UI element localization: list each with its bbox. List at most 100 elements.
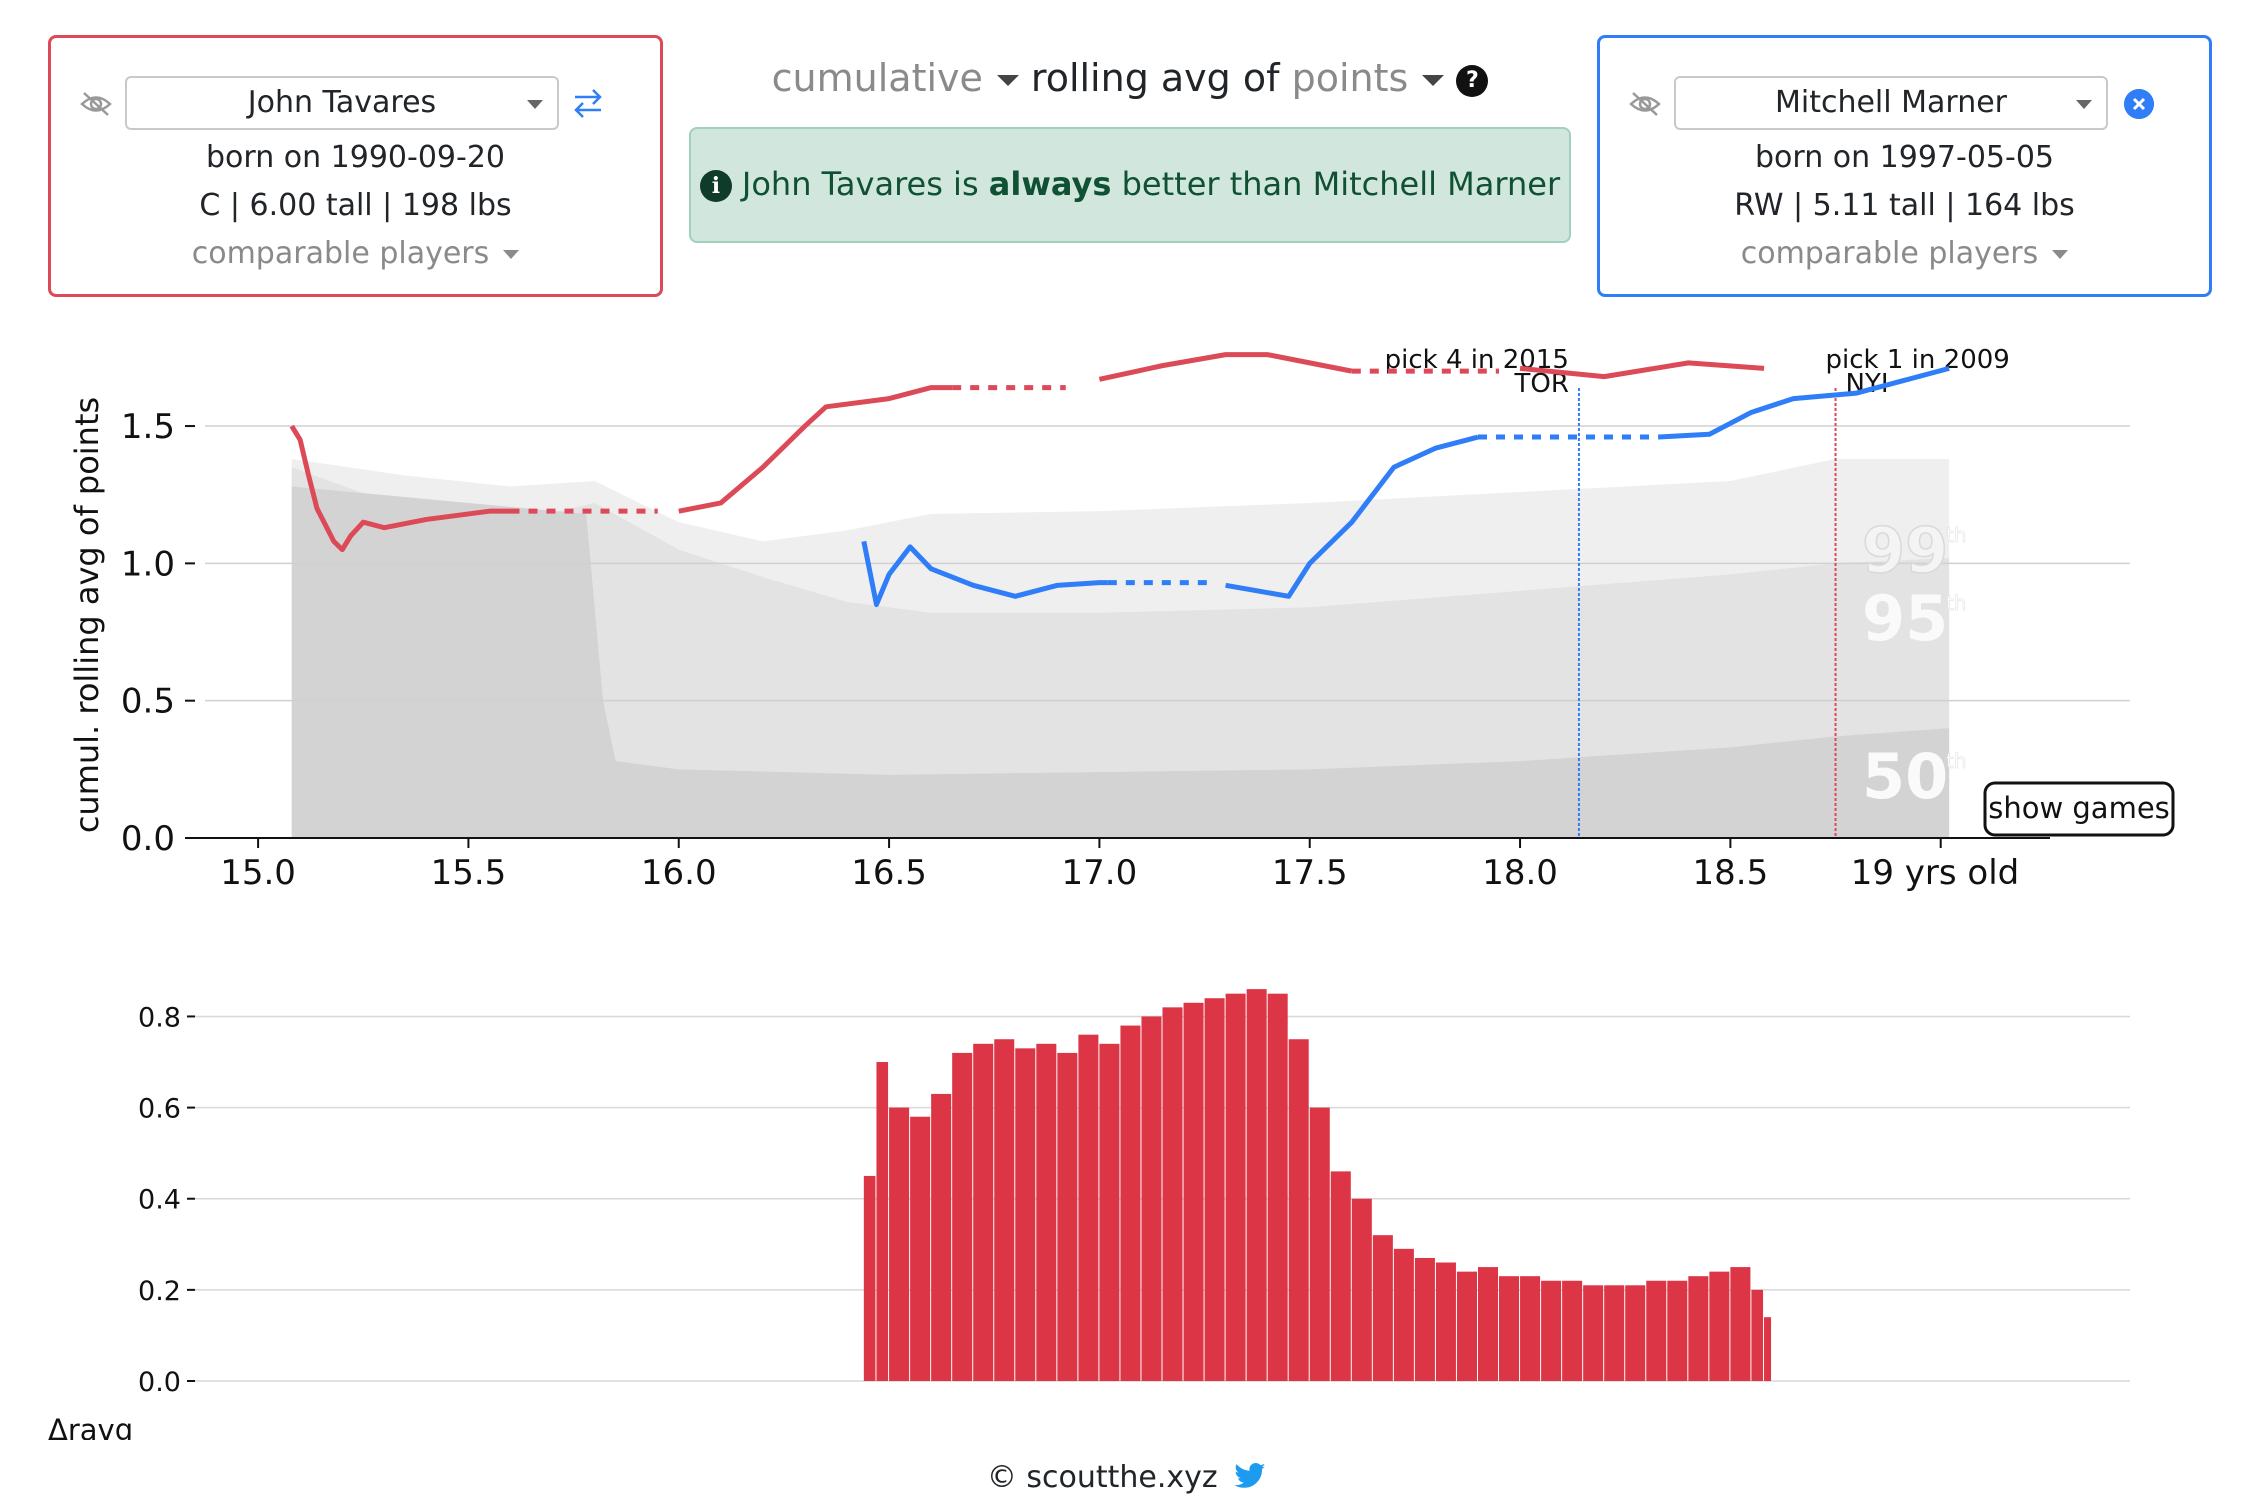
right-player-line <box>1225 434 1479 599</box>
delta-bar <box>1120 1025 1141 1381</box>
info-icon: i <box>699 170 732 202</box>
left-player-info: C | 6.00 tall | 198 lbs <box>199 188 512 223</box>
percentile-suffix: th <box>1946 591 1967 615</box>
percentile-suffix: th <box>1946 749 1967 773</box>
y-tick-label: 1.0 <box>121 544 175 584</box>
left-comparable-label: comparable players <box>191 236 490 271</box>
y-tick-label: 0.8 <box>138 1002 181 1033</box>
help-icon[interactable]: ? <box>1456 64 1489 97</box>
delta-bar <box>931 1093 952 1381</box>
show-games-button[interactable] <box>1983 781 2175 837</box>
delta-bar <box>1204 998 1225 1381</box>
percentile-band-95 <box>291 467 1950 838</box>
delta-bar <box>1078 1034 1099 1381</box>
delta-bar <box>1477 1267 1499 1381</box>
left-player-born: born on 1990-09-20 <box>205 140 505 175</box>
right-player-info: RW | 5.11 tall | 164 lbs <box>1734 188 2075 223</box>
right-player-card: Mitchell Marner born on 1997-05-05 RW | … <box>1597 35 2212 297</box>
footer-text[interactable]: © scoutthe.xyz <box>986 1460 1218 1495</box>
delta-bar <box>1667 1280 1688 1381</box>
eye-slash-icon[interactable] <box>1628 90 1662 118</box>
delta-bar <box>1751 1289 1764 1381</box>
left-comparable-players-toggle[interactable]: comparable players <box>51 236 660 271</box>
caret-down-icon[interactable] <box>996 75 1019 86</box>
right-player-line <box>1658 365 1950 440</box>
delta-bar <box>1414 1257 1435 1381</box>
metric-middle-text: rolling avg of <box>1030 56 1280 100</box>
delta-bar <box>1583 1285 1604 1381</box>
verdict-prefix: John Tavares is <box>741 165 989 203</box>
delta-bar <box>1225 993 1246 1381</box>
eye-slash-icon[interactable] <box>79 90 113 118</box>
x-tick-label: 19 yrs old <box>1851 853 2020 893</box>
stat-dropdown[interactable]: points <box>1291 56 1409 100</box>
delta-bar <box>952 1052 973 1381</box>
delta-bar <box>1393 1248 1414 1381</box>
delta-bar <box>1141 1016 1162 1381</box>
caret-down-icon[interactable] <box>1422 75 1445 86</box>
delta-bar <box>973 1043 994 1381</box>
x-tick-label: 17.0 <box>1062 853 1138 893</box>
delta-bar <box>1688 1276 1709 1381</box>
delta-bar <box>1709 1271 1730 1381</box>
x-tick-label: 16.0 <box>641 853 717 893</box>
percentile-label: 99 <box>1862 514 1948 587</box>
delta-bar <box>1730 1267 1751 1381</box>
delta-bar <box>1267 993 1288 1381</box>
y-tick-label: 0.2 <box>138 1276 181 1307</box>
draft-pick-label: pick 1 in 2009 <box>1826 345 2010 375</box>
x-tick-label: 15.5 <box>431 853 507 893</box>
chevron-down-icon <box>2076 100 2092 109</box>
left-player-line <box>678 385 953 514</box>
delta-bar <box>1604 1285 1625 1381</box>
x-tick-label: 15.0 <box>220 853 296 893</box>
delta-bar <box>1288 1039 1309 1381</box>
delta-bar <box>1435 1262 1456 1381</box>
left-player-select[interactable]: John Tavares <box>125 76 559 130</box>
delta-bar <box>889 1107 910 1381</box>
y-tick-label: 0.0 <box>121 819 175 859</box>
twitter-bird-icon[interactable] <box>1233 1463 1267 1491</box>
y-axis-label: cumul. rolling avg of points <box>68 397 106 833</box>
left-player-line <box>1098 352 1353 382</box>
delta-bar <box>1520 1276 1541 1381</box>
left-player-card: John Tavares born on 1990-09-20 C | 6.00… <box>48 35 663 297</box>
delta-bar <box>1099 1043 1120 1381</box>
delta-bar <box>1162 1007 1183 1381</box>
swap-arrows-icon[interactable] <box>571 86 605 120</box>
percentile-label: 50 <box>1862 740 1948 813</box>
y-tick-label: 0.5 <box>121 682 175 722</box>
verdict-suffix: better than Mitchell Marner <box>1111 165 1561 203</box>
y-tick-label: 0.6 <box>138 1094 181 1125</box>
delta-bar <box>1036 1043 1057 1381</box>
verdict-emphasis: always <box>988 165 1112 203</box>
caret-down-icon <box>2052 250 2069 259</box>
right-player-born: born on 1997-05-05 <box>1754 140 2054 175</box>
show-games-label[interactable]: show games <box>1988 791 2170 825</box>
delta-bar <box>994 1039 1015 1381</box>
percentile-suffix: th <box>1946 523 1967 547</box>
left-player-line <box>289 424 511 553</box>
delta-axis-label: Δravg <box>48 1413 133 1440</box>
right-comparable-players-toggle[interactable]: comparable players <box>1600 236 2209 271</box>
verdict-alert: i John Tavares is always better than Mitc… <box>689 127 1571 243</box>
delta-bar <box>1541 1280 1562 1381</box>
right-player-select[interactable]: Mitchell Marner <box>1674 76 2108 130</box>
delta-bar <box>1015 1048 1036 1381</box>
delta-bar <box>1499 1276 1520 1381</box>
left-player-name: John Tavares <box>247 85 437 120</box>
delta-bar <box>1057 1052 1078 1381</box>
delta-bar <box>1330 1171 1351 1381</box>
footer: © scoutthe.xyz <box>0 1460 2254 1495</box>
x-tick-label: 17.5 <box>1272 853 1348 893</box>
chevron-down-icon <box>527 100 543 109</box>
right-player-line <box>861 540 1108 608</box>
y-tick-label: 0.0 <box>138 1367 181 1398</box>
delta-bar <box>1246 989 1267 1381</box>
delta-bar <box>1562 1280 1583 1381</box>
y-tick-label: 0.4 <box>138 1185 181 1216</box>
delta-bar <box>1351 1198 1372 1381</box>
close-icon[interactable] <box>2124 89 2154 119</box>
mode-dropdown[interactable]: cumulative <box>771 56 983 100</box>
